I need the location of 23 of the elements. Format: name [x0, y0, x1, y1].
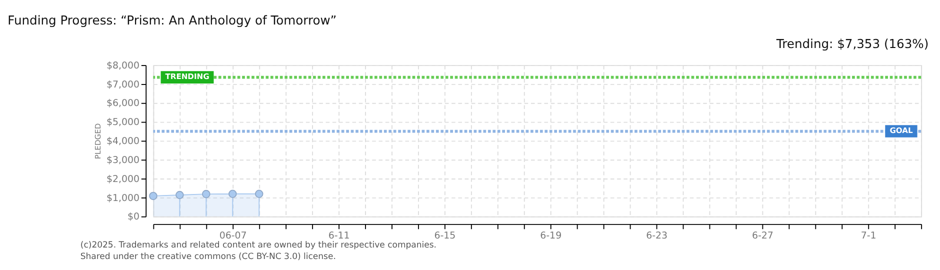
- y-tick-label: $5,000: [106, 117, 140, 128]
- y-tick-label: $1,000: [106, 192, 140, 204]
- text: Shared under the creative commons (CC BY-NC 3.0) license.: [80, 252, 336, 262]
- y-tick-label: $6,000: [106, 98, 140, 110]
- y-tick-label: $0: [127, 212, 140, 223]
- y-tick-label: $7,000: [106, 79, 140, 90]
- y-tick-label: $3,000: [106, 154, 140, 166]
- x-tick-label: 6-27: [752, 230, 774, 242]
- y-axis-title: PLEDGED: [94, 123, 103, 160]
- y-tick-label: $8,000: [106, 60, 140, 72]
- ref-line-label: TRENDING: [165, 72, 210, 82]
- text: (c)2025. Trademarks and related content are owned by their respective companies.: [80, 240, 436, 251]
- x-tick-label: 06-07: [219, 230, 247, 242]
- x-tick-label: 6-15: [434, 230, 456, 242]
- x-tick-label: 6-19: [540, 230, 562, 242]
- y-tick-label: $4,000: [106, 136, 140, 148]
- x-tick-label: 7-1: [860, 230, 876, 242]
- chart-title: Funding Progress: “Prism: An Anthology of Tomorrow”: [8, 13, 337, 28]
- x-tick-label: 6-23: [646, 230, 668, 242]
- text: Trending: $7,353 (163%): [775, 37, 929, 52]
- ref-line-label: GOAL: [890, 126, 913, 136]
- x-tick-label: 6-11: [328, 230, 350, 242]
- y-tick-label: $2,000: [106, 174, 140, 185]
